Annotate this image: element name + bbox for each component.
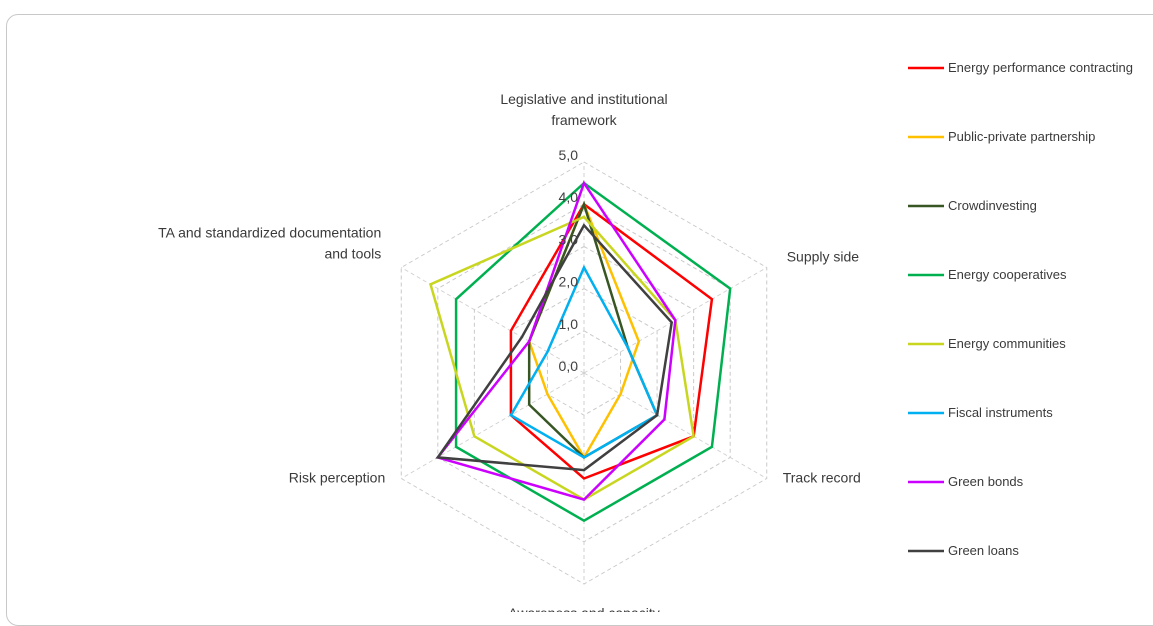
legend-label: Energy performance contracting: [948, 60, 1133, 75]
legend-item: Green loans: [908, 543, 1019, 558]
legend-item: Energy performance contracting: [908, 60, 1133, 75]
legend-item: Energy communities: [908, 336, 1066, 351]
legend-label: Energy communities: [948, 336, 1066, 351]
series-line: [509, 264, 659, 459]
series-line: [527, 200, 659, 459]
legend-item: Energy cooperatives: [908, 267, 1067, 282]
legend-label: Fiscal instruments: [948, 405, 1053, 420]
radial-tick-labels: 0,0 1,0 2,0 3,0 4,0 5,0: [559, 147, 579, 374]
legend-label: Public-private partnership: [948, 129, 1095, 144]
legend-item: Public-private partnership: [908, 129, 1095, 144]
series-line: [509, 202, 714, 480]
tick-label: 4,0: [559, 189, 579, 205]
axis-label: Risk perception: [289, 470, 386, 486]
axis-spoke: [401, 267, 585, 374]
axis-labels: Legislative and institutional framework Su…: [158, 91, 861, 612]
legend-label: Green bonds: [948, 474, 1024, 489]
series-line: [435, 180, 677, 502]
legend-item: Crowdinvesting: [908, 198, 1037, 213]
legend-item: Fiscal instruments: [908, 405, 1053, 420]
tick-label: 5,0: [559, 147, 579, 163]
axis-label: Legislative and institutional framework: [500, 91, 667, 128]
tick-label: 1,0: [559, 316, 579, 332]
axis-label: TA and standardized documentation and too…: [158, 225, 381, 262]
legend-label: Energy cooperatives: [948, 267, 1067, 282]
legend-item: Green bonds: [908, 474, 1024, 489]
legend: Energy performance contracting Public-pri…: [908, 60, 1133, 558]
legend-label: Green loans: [948, 543, 1019, 558]
chart-frame: [6, 14, 1153, 626]
radar-series: [429, 180, 732, 523]
axis-label: Track record: [783, 470, 861, 486]
series-line: [454, 181, 732, 523]
axis-spoke: [583, 372, 767, 479]
tick-label: 0,0: [559, 358, 579, 374]
tick-label: 2,0: [559, 274, 579, 290]
tick-label: 3,0: [559, 231, 579, 247]
legend-label: Crowdinvesting: [948, 198, 1037, 213]
radar-chart: 0,0 1,0 2,0 3,0 4,0 5,0 Legislative and insti…: [158, 60, 1133, 612]
axis-label: Supply side: [787, 249, 860, 265]
axis-spoke: [401, 372, 585, 479]
axis-label: Awareness and capacity: [508, 605, 660, 612]
series-line: [435, 223, 674, 472]
